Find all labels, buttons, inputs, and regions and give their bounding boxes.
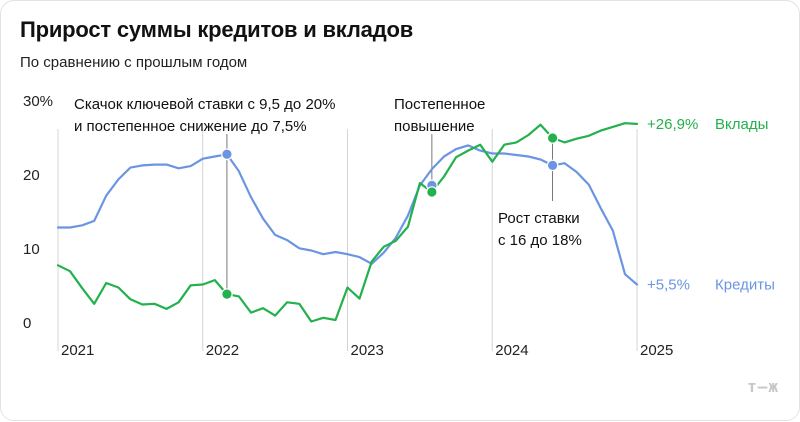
x-tick-label: 2023: [351, 342, 384, 359]
chart-title: Прирост суммы кредитов и вкладов: [20, 17, 414, 42]
chart-subtitle: По сравнению с прошлым годом: [20, 54, 248, 71]
series-line-credits: [56, 144, 639, 286]
annotation-text: Постепенное: [394, 96, 485, 113]
annotation-marker-dot: [221, 288, 233, 300]
x-tick-label: 2022: [206, 342, 239, 359]
end-value-label: +5,5%: [647, 277, 690, 294]
y-tick-label: 30%: [23, 93, 53, 110]
x-tick-label: 2024: [495, 342, 528, 359]
annotation-text: и постепенное снижение до 7,5%: [74, 118, 307, 135]
brand-logo: т—ж: [747, 377, 779, 396]
series-name-label: Вклады: [715, 116, 768, 133]
y-tick-label: 10: [23, 241, 40, 258]
annotation-marker-dot: [546, 132, 559, 144]
x-tick-label: 2025: [640, 342, 673, 359]
annotation-marker-dot: [546, 159, 559, 172]
y-tick-label: 0: [23, 315, 31, 332]
annotation-text: с 16 до 18%: [498, 232, 582, 249]
series-name-label: Кредиты: [715, 277, 775, 294]
annotation-text: Рост ставки: [498, 210, 580, 227]
annotation-markers: [221, 132, 559, 300]
series-line-deposits: [56, 122, 639, 323]
annotation-text: Скачок ключевой ставки с 9,5 до 20%: [74, 96, 335, 113]
series-lines: [56, 122, 639, 323]
x-tick-label: 2021: [61, 342, 94, 359]
chart-text: 2021 2022 2023 2024 2025 0 10 20 30% +5,5% Кредиты…: [23, 93, 775, 359]
grid-lines: [57, 129, 638, 351]
y-tick-label: 20: [23, 167, 40, 184]
annotation-marker-dot: [426, 186, 438, 198]
end-value-label: +26,9%: [647, 116, 698, 133]
annotation-marker-dot: [221, 148, 233, 161]
annotation-text: повышение: [394, 118, 475, 135]
